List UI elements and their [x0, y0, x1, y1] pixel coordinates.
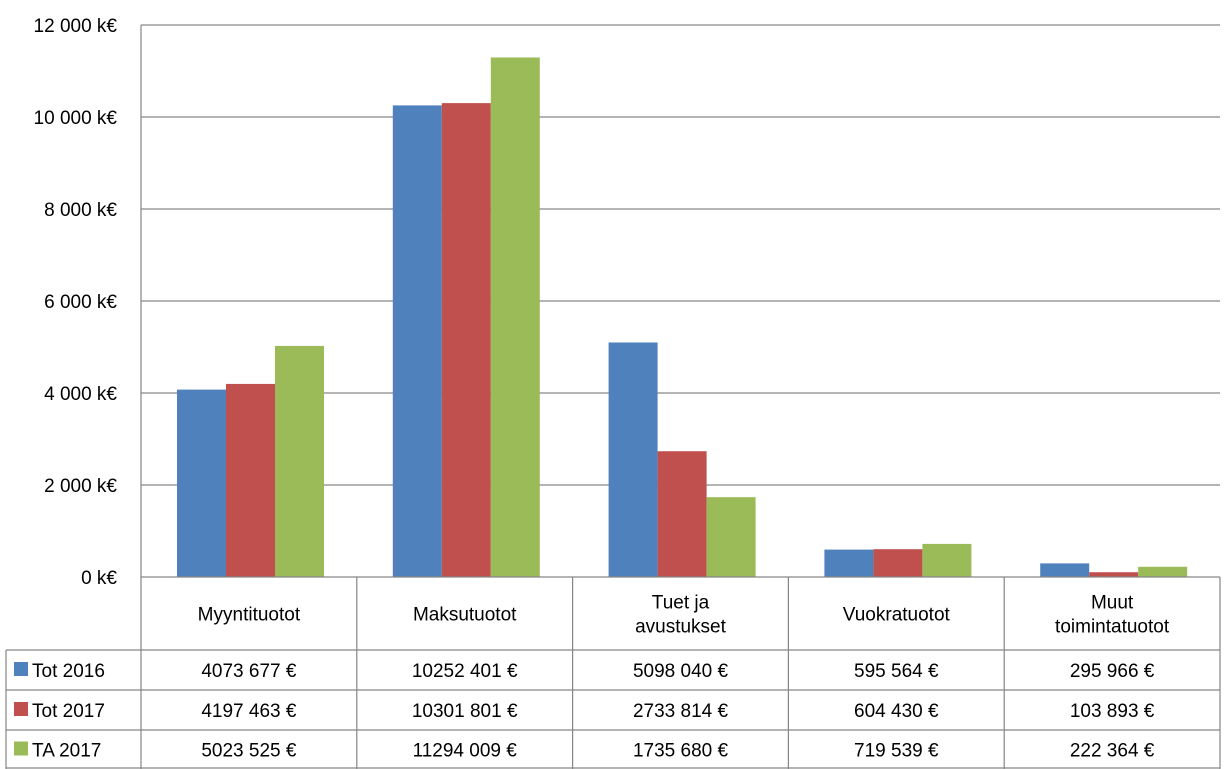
y-axis: 0 k€ 2 000 k€ 4 000 k€ 6 000 k€ 8 000 k€ 10 0…: [34, 16, 142, 589]
bar-tot-2017: [226, 383, 275, 577]
data-label: 2733 814 €: [633, 701, 729, 722]
bar-tot-2017: [873, 549, 923, 577]
data-label: 5023 525 €: [201, 741, 297, 762]
y-tick-label: 4 000 k€: [44, 384, 117, 405]
legend-label: TA 2017: [32, 741, 101, 762]
category-label: Maksutuotot: [413, 605, 517, 626]
legend-key: [14, 741, 28, 756]
bar-tot-2017: [657, 451, 707, 577]
data-label: 295 966 €: [1070, 661, 1155, 682]
data-label: 10301 801 €: [412, 701, 518, 722]
data-label: 103 893 €: [1070, 701, 1155, 722]
bar-ta-2017: [1138, 566, 1188, 577]
data-label: 11294 009 €: [413, 741, 518, 762]
category-label: avustukset: [635, 617, 727, 638]
legend-label: Tot 2017: [32, 701, 105, 722]
data-label: 222 364 €: [1070, 741, 1155, 762]
bar-tot-2016: [177, 389, 226, 577]
y-tick-label: 0 k€: [81, 568, 117, 589]
y-tick-label: 8 000 k€: [44, 200, 117, 221]
bar-ta-2017: [922, 543, 972, 577]
legend-label: Tot 2016: [32, 661, 105, 682]
data-label: 5098 040 €: [633, 661, 729, 682]
y-tick-label: 12 000 k€: [34, 16, 118, 37]
data-label: 719 539 €: [854, 741, 939, 762]
category-label: toimintatuotot: [1055, 617, 1170, 638]
data-label: 4197 463 €: [201, 701, 297, 722]
bars: [177, 57, 1188, 577]
data-label: 604 430 €: [854, 701, 939, 722]
y-tick-label: 6 000 k€: [44, 292, 117, 313]
category-label: Vuokratuotot: [843, 605, 951, 626]
bar-tot-2016: [392, 105, 442, 577]
bar-tot-2016: [824, 549, 874, 577]
data-label: 595 564 €: [854, 661, 939, 682]
y-tick-label: 2 000 k€: [44, 476, 117, 497]
bar-ta-2017: [490, 57, 540, 577]
bar-tot-2016: [1040, 563, 1090, 577]
bar-tot-2016: [608, 342, 658, 577]
bar-ta-2017: [275, 345, 324, 577]
data-table: Myyntituotot Maksutuotot Tuet ja avustukset…: [5, 576, 1221, 769]
data-label: 10252 401 €: [412, 661, 518, 682]
category-label: Tuet ja: [652, 593, 710, 614]
y-tick-label: 10 000 k€: [34, 108, 118, 129]
bar-ta-2017: [706, 497, 756, 577]
bar-tot-2017: [441, 103, 491, 577]
bar-tot-2017: [1089, 572, 1139, 577]
legend-key: [14, 662, 28, 676]
data-label: 1735 680 €: [633, 741, 729, 762]
category-label: Muut: [1091, 593, 1134, 614]
legend-key: [14, 702, 28, 716]
data-label: 4073 677 €: [201, 661, 297, 682]
category-label: Myyntituotot: [198, 605, 301, 626]
